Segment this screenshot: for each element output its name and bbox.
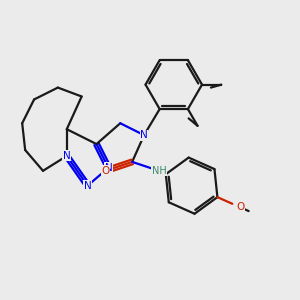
Text: N: N <box>63 151 71 161</box>
Text: O: O <box>101 166 110 176</box>
Text: NH: NH <box>152 166 166 176</box>
Text: N: N <box>140 130 148 140</box>
Text: N: N <box>84 181 92 191</box>
Text: O: O <box>236 202 244 212</box>
Text: N: N <box>104 163 112 173</box>
